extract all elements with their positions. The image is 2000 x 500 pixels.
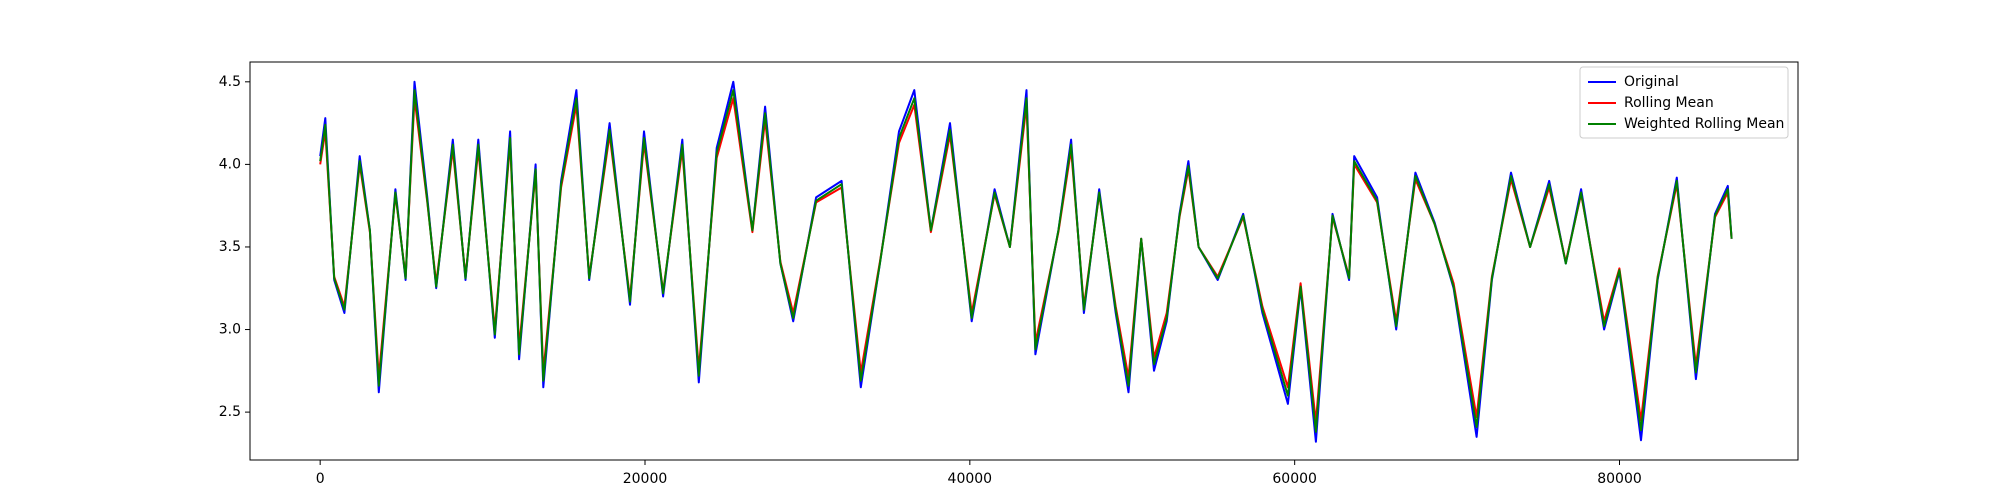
legend-label: Weighted Rolling Mean bbox=[1624, 116, 1784, 132]
x-tick-label: 20000 bbox=[623, 471, 668, 487]
line-series bbox=[319, 89, 1733, 433]
legend: Original Rolling Mean Weighted Rolling Mea… bbox=[1579, 66, 1789, 139]
y-tick-label: 2.5 bbox=[219, 404, 241, 420]
legend-label: Original bbox=[1624, 74, 1679, 90]
legend-label: Rolling Mean bbox=[1624, 95, 1714, 111]
x-tick-label: 80000 bbox=[1597, 471, 1642, 487]
y-tick-label: 3.0 bbox=[219, 322, 241, 338]
line-series bbox=[319, 80, 1733, 443]
x-tick-label: 0 bbox=[316, 471, 325, 487]
y-tick-label: 4.0 bbox=[219, 156, 241, 172]
x-tick-label: 40000 bbox=[948, 471, 993, 487]
y-tick-label: 3.5 bbox=[219, 239, 241, 255]
x-tick-label: 60000 bbox=[1272, 471, 1317, 487]
line-series bbox=[319, 97, 1733, 423]
legend-box bbox=[1579, 66, 1789, 139]
plot-frame bbox=[249, 61, 1799, 461]
y-tick-label: 4.5 bbox=[219, 74, 241, 90]
